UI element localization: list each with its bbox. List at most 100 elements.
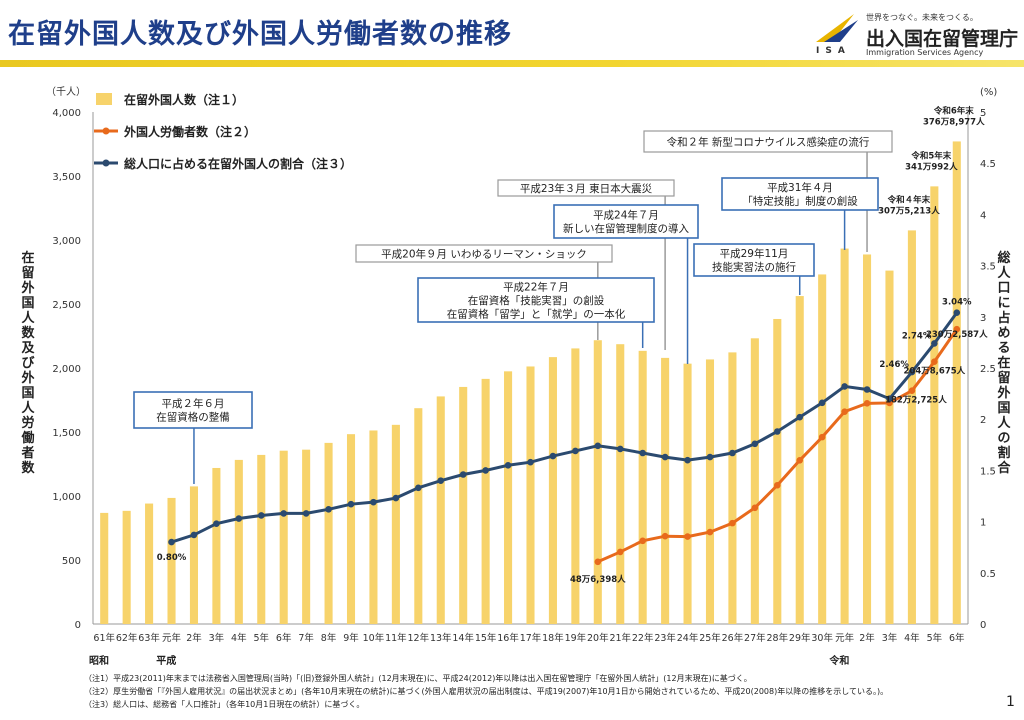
x-tick-label: 22年 [632, 632, 654, 644]
population-ratio-marker [886, 395, 893, 403]
annotation-text: 平成29年11月 [720, 247, 789, 260]
population-ratio-marker [616, 445, 624, 453]
bar-total-label: 令和４年末 [887, 194, 931, 205]
x-tick-label: 27年 [744, 632, 766, 644]
annotation-box [693, 243, 815, 277]
foreign-workers-marker [863, 400, 871, 407]
y-right-tick-label: 3.5 [980, 262, 996, 273]
foreign-workers-marker [796, 456, 804, 464]
x-tick-label: 17年 [520, 632, 542, 644]
foreign-workers-marker [594, 558, 602, 566]
annotation-text: 平成20年９月 いわゆるリーマン・ショック [381, 247, 587, 260]
y-right-tick-label: 0.5 [980, 569, 996, 580]
annotation-text: 平成２年６月 [162, 397, 225, 410]
x-tick-label: 26年 [722, 632, 744, 644]
x-tick-label: 元年 [835, 632, 855, 644]
y-left-tick-label: 2,000 [52, 364, 81, 375]
bar-foreign-residents [728, 352, 737, 624]
annotation-text: 新しい在留管理制度の導入 [563, 222, 689, 235]
y-left-tick-label: 3,500 [52, 172, 81, 183]
page-number: 1 [1006, 694, 1015, 710]
point-value-label: 182万2,725人 [885, 395, 947, 406]
population-ratio-marker [213, 520, 220, 527]
bar-foreign-residents [167, 497, 176, 624]
legend-workers-text: 外国人労働者数（注２） [124, 124, 256, 139]
y-left-tick-label: 1,500 [52, 428, 81, 439]
bar-foreign-residents [122, 510, 131, 624]
annotation-text: 在留資格「留学」と「就学」の一本化 [447, 307, 626, 320]
point-value-label: 48万6,398人 [570, 574, 626, 585]
bar-foreign-residents [863, 254, 872, 625]
x-tick-label: 13年 [430, 632, 452, 644]
x-tick-label: 16年 [497, 632, 519, 644]
x-tick-label: 元年 [162, 632, 182, 644]
annotation-box [721, 177, 879, 211]
x-tick-label: 30年 [811, 632, 833, 644]
y-right-unit: (%) [980, 87, 997, 98]
foreign-workers-marker [773, 481, 781, 489]
population-ratio-marker [863, 386, 871, 393]
annotation-text: 平成23年３月 東日本大震災 [520, 182, 653, 195]
bar-foreign-residents [952, 141, 961, 624]
x-tick-label: 24年 [677, 632, 699, 644]
era-label: 平成 [156, 654, 176, 667]
x-tick-label: 2年 [859, 632, 875, 644]
y-right-tick-label: 4 [980, 210, 986, 221]
population-ratio-marker [459, 471, 467, 478]
agency-logo: ISA 世界をつなぐ。未来をつくる。 出入国在留管理庁 Immigration … [808, 10, 1018, 58]
population-ratio-marker [931, 340, 938, 347]
x-tick-label: 11年 [385, 632, 407, 644]
foreign-workers-marker [953, 325, 961, 333]
x-tick-label: 14年 [452, 632, 474, 644]
foreign-workers-marker [661, 532, 669, 540]
population-ratio-marker [257, 512, 265, 519]
x-tick-label: 6年 [276, 632, 292, 644]
population-ratio-marker [437, 477, 445, 484]
population-ratio-marker [527, 458, 534, 466]
bar-total-label: 令和6年末 [933, 105, 974, 116]
annotation-box [355, 244, 613, 263]
page-title: 在留外国人数及び外国人労働者数の推移 [8, 19, 512, 50]
x-tick-label: 25年 [699, 632, 721, 644]
y-right-tick-label: 1.5 [980, 466, 996, 477]
y-left-tick-label: 0 [75, 620, 81, 631]
population-ratio-marker [751, 440, 759, 448]
bar-foreign-residents [257, 454, 266, 624]
note-3: （注3）総人口は、総務省「人口推計」（各年10月1日現在の統計）に基づく。 [84, 700, 365, 709]
annotation-text: 「特定技能」制度の創設 [742, 195, 858, 208]
y-left-axis-title: 在留外国人数及び外国人労働者数 [20, 250, 35, 476]
population-ratio-marker [370, 498, 377, 506]
legend-residents-text: 在留外国人数（注１） [124, 92, 244, 107]
bar-foreign-residents [369, 430, 378, 624]
legend-workers-swatch-marker [102, 127, 110, 135]
foreign-workers-marker [841, 408, 848, 415]
logo-isa-text: ISA [816, 46, 851, 56]
x-tick-label: 21年 [609, 632, 631, 644]
bar-foreign-residents [683, 363, 692, 624]
y-right-tick-label: 0 [980, 620, 986, 631]
bar-foreign-residents [145, 503, 154, 624]
bar-total-label: 令和5年末 [910, 150, 951, 161]
logo-tagline: 世界をつなぐ。未来をつくる。 [866, 13, 978, 22]
annotation-text: 平成31年４月 [767, 181, 833, 194]
x-tick-label: 63年 [138, 632, 160, 644]
y-left-tick-label: 500 [62, 556, 81, 567]
x-tick-label: 19年 [565, 632, 587, 644]
x-tick-label: 61年 [93, 632, 115, 644]
x-tick-label: 5年 [927, 632, 943, 644]
x-tick-label: 10年 [363, 632, 385, 644]
point-value-label: 2.74% [902, 331, 932, 341]
x-tick-label: 4年 [231, 632, 247, 644]
x-tick-label: 4年 [904, 632, 920, 644]
population-ratio-line [171, 311, 958, 544]
legend-ratio-text: 総人口に占める在留外国人の割合（注３） [124, 156, 352, 171]
x-tick-label: 23年 [654, 632, 676, 644]
bar-foreign-residents [548, 357, 557, 624]
annotation-box [643, 130, 893, 153]
bar-foreign-residents [705, 359, 715, 624]
era-label: 令和 [828, 654, 849, 667]
x-tick-label: 20年 [587, 632, 609, 644]
bar-foreign-residents [212, 467, 221, 624]
bar-foreign-residents [930, 186, 939, 625]
